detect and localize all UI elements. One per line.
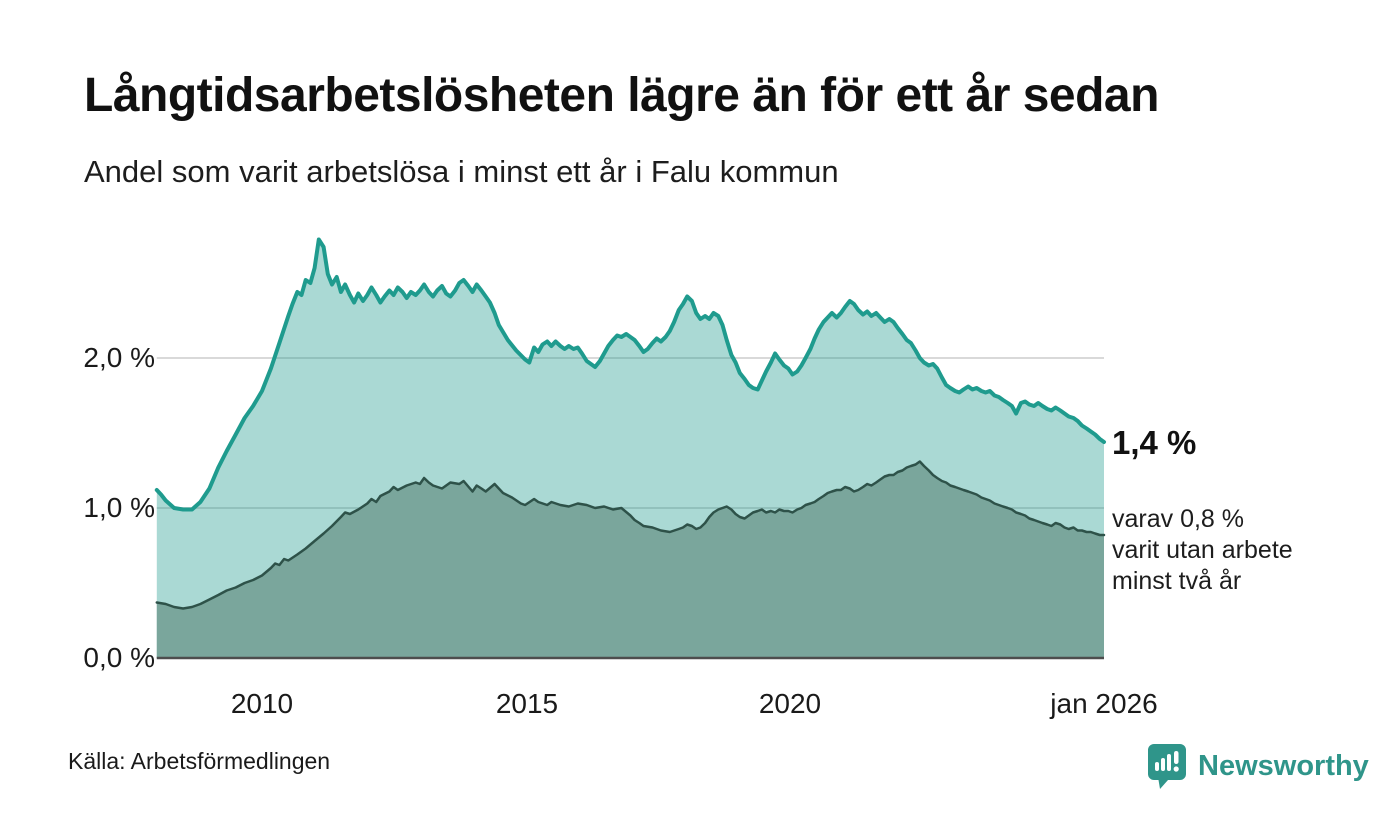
newsworthy-logo-icon — [1148, 744, 1186, 789]
end-value-label: 1,4 % — [1112, 424, 1197, 461]
chart-subtitle: Andel som varit arbetslösa i minst ett å… — [84, 154, 839, 189]
newsworthy-logo: Newsworthy — [1146, 742, 1369, 790]
x-tick-label-2010: 2010 — [230, 688, 294, 719]
end-note-label: varav 0,8 % varit utan arbete minst två … — [1112, 505, 1293, 595]
x-tick-label-2020: 2020 — [758, 688, 822, 719]
page-title: Långtidsarbetslösheten lägre än för ett … — [84, 69, 1159, 122]
series-area-two-years — [156, 461, 1105, 658]
series-line-two-years — [155, 460, 1106, 610]
source-caption: Källa: Arbetsförmedlingen — [68, 748, 331, 774]
series-line-one-year — [154, 237, 1106, 512]
x-tick-label-2015: 2015 — [495, 688, 559, 719]
y-tick-label-1: 1,0 % — [83, 492, 155, 523]
x-tick-label-jan-2026: jan 2026 — [1050, 688, 1158, 719]
y-tick-label-2: 2,0 % — [83, 342, 155, 373]
y-tick-label-0: 0,0 % — [83, 642, 155, 673]
newsworthy-logo-text: Newsworthy — [1198, 750, 1369, 782]
